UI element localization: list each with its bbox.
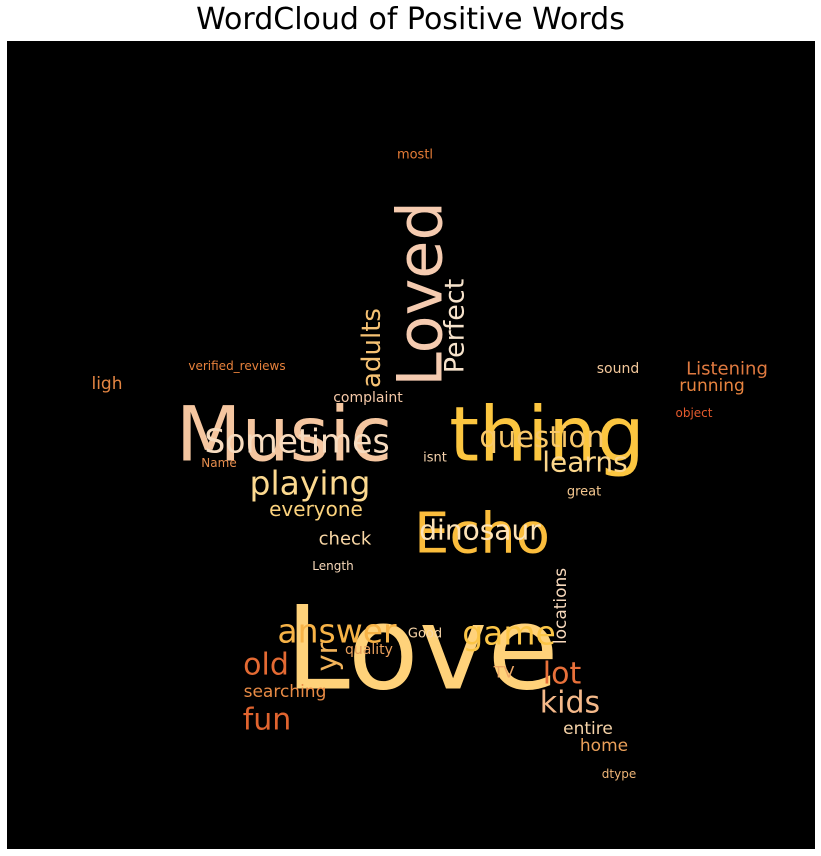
word-question: question [479, 420, 604, 454]
word-adults: adults [357, 308, 387, 388]
word-verified-reviews: verified_reviews [188, 359, 285, 373]
word-listening: Listening [686, 359, 768, 380]
word-sound: sound [597, 361, 640, 377]
word-great: great [567, 485, 601, 500]
word-locations: locations [551, 568, 571, 644]
chart-title: WordCloud of Positive Words [196, 2, 625, 37]
word-object: object [676, 406, 713, 420]
word-name: Name [201, 456, 236, 470]
word-dinosaur: dinosaur [419, 514, 541, 547]
word-fun: fun [243, 703, 292, 738]
word-good: Good [408, 627, 442, 642]
word-lot: lot [543, 657, 582, 692]
word-tv: TV [493, 663, 515, 682]
word-sometimes: Sometimes [204, 422, 389, 461]
word-thing: thing [449, 390, 645, 479]
word-yr: yr [310, 642, 344, 671]
word-check: check [319, 529, 372, 550]
word-running: running [679, 376, 745, 396]
word-music: Music [176, 390, 392, 479]
wordcloud-canvas: Love Music thing Echo Loved Sometimes playing q… [7, 41, 815, 849]
word-echo: Echo [414, 502, 550, 567]
word-loved: Loved [384, 201, 457, 387]
word-game: game [462, 614, 556, 653]
word-perfect: Perfect [440, 279, 471, 374]
word-kids: kids [540, 686, 600, 721]
word-home: home [580, 736, 628, 756]
word-complaint: complaint [333, 390, 403, 406]
word-playing: playing [250, 464, 371, 503]
word-mostl: mostl [397, 148, 433, 163]
word-length: Length [312, 559, 353, 573]
word-answer: answer [277, 612, 397, 651]
word-everyone: everyone [269, 497, 363, 521]
word-old: old [243, 648, 289, 683]
word-entire: entire [563, 719, 613, 739]
word-ligh: ligh [91, 374, 122, 394]
word-searching: searching [244, 682, 327, 702]
word-isnt: isnt [423, 451, 447, 466]
word-quality: quality [345, 642, 393, 658]
word-love: Love [285, 582, 559, 717]
word-dtype: dtype [602, 767, 636, 781]
word-learns: learns [542, 446, 628, 479]
